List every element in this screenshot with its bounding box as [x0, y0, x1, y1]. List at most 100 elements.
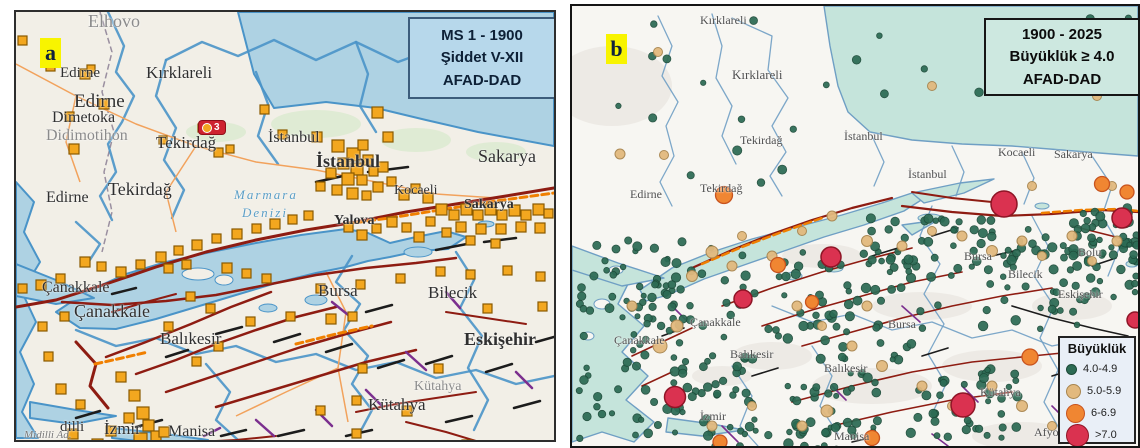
- quake-dot-m4: [669, 366, 680, 377]
- city-label: Didimotihon: [46, 127, 128, 144]
- legend-label: 4.0-4.9: [1083, 363, 1118, 375]
- quake-dot-m4: [735, 442, 744, 446]
- historical-quake-square: [123, 412, 135, 424]
- historical-quake-square: [361, 190, 372, 201]
- quake-dot-m4: [732, 361, 743, 372]
- quake-dot-m4: [1000, 273, 1007, 280]
- quake-dot-m4: [1077, 248, 1086, 257]
- historical-quake-square: [221, 262, 233, 274]
- city-label: Bursa: [318, 281, 358, 300]
- quake-dot-m6: [1021, 348, 1039, 366]
- legend-title: Büyüklük: [1067, 341, 1127, 356]
- quake-dot-m6: [769, 256, 787, 274]
- quake-dot-m4: [742, 354, 750, 361]
- quake-dot-m4: [885, 255, 896, 265]
- fault-line: [214, 325, 244, 336]
- fault-line: [254, 418, 276, 438]
- fault-line: [751, 367, 779, 377]
- quake-dot-m4: [906, 338, 917, 349]
- sea-shape: [911, 178, 995, 204]
- quake-dot-m4: [764, 430, 773, 440]
- quake-dot-m4: [632, 241, 643, 252]
- quake-dot-m4: [726, 423, 734, 431]
- quake-dot-m4: [592, 240, 602, 250]
- historical-quake-square: [191, 356, 202, 367]
- quake-dot-m4: [686, 171, 695, 180]
- quake-dot-m4: [579, 331, 588, 341]
- historical-quake-square: [158, 426, 170, 438]
- river-or-boundary: [731, 17, 789, 197]
- quake-dot-m4: [1096, 277, 1104, 285]
- quake-dot-m4: [686, 302, 694, 310]
- title-a-line1: MS 1 - 1900: [441, 26, 523, 44]
- map-svg-b: [572, 6, 1138, 446]
- quake-dot-m4: [928, 408, 938, 419]
- city-label: Edirne: [46, 189, 89, 206]
- city-label: Çanakkale: [74, 301, 150, 321]
- motorway-number: 3: [214, 122, 220, 133]
- quake-dot-m4: [656, 321, 666, 331]
- quake-dot-m4: [678, 368, 688, 378]
- quake-dot-m4: [939, 216, 950, 227]
- quake-dot-m4: [604, 303, 615, 314]
- fault-line: [641, 371, 673, 387]
- city-label: Bilecik: [1008, 267, 1043, 281]
- legend-swatch-icon: [1066, 383, 1081, 399]
- sea-shape: [901, 219, 939, 236]
- quake-dot-m4: [619, 314, 626, 321]
- fault-line: [791, 349, 1093, 403]
- quake-dot-m4: [1080, 223, 1091, 234]
- quake-dot-m4: [1079, 209, 1087, 218]
- quake-dot-m4: [923, 236, 934, 247]
- historical-quake-square: [315, 283, 326, 294]
- legend-swatch-icon: [1066, 363, 1077, 375]
- quake-dot-m4: [1012, 391, 1023, 402]
- quake-dot-m5: [846, 340, 858, 352]
- quake-dot-m4: [961, 424, 971, 435]
- historical-quake-square: [75, 399, 86, 410]
- quake-dot-m5: [797, 226, 807, 236]
- historical-quake-square: [67, 428, 79, 440]
- quake-dot-m4: [878, 257, 885, 265]
- quake-dot-m4: [824, 389, 833, 398]
- quake-dot-m4: [670, 272, 682, 283]
- quake-dot-m5: [956, 230, 968, 242]
- historical-quake-square: [386, 216, 398, 228]
- quake-dot-m4: [1090, 287, 1101, 298]
- quake-dot-m4: [889, 356, 896, 363]
- historical-quake-square: [277, 129, 288, 140]
- quake-dot-m4: [585, 306, 595, 315]
- quake-dot-m4: [783, 438, 794, 446]
- quake-dot-m4: [632, 431, 639, 439]
- quake-dot-m4: [930, 253, 939, 262]
- city-label: Tekirdağ: [156, 133, 217, 152]
- city-label: Kırklareli: [700, 13, 747, 27]
- historical-quake-square: [213, 341, 224, 352]
- quake-dot-m5: [1037, 251, 1047, 261]
- lake: [304, 294, 328, 306]
- quake-dot-m4: [700, 79, 707, 86]
- magnitude-legend: Büyüklük 4.0-4.9 5.0-5.9 6-6.9 >7.0: [1058, 336, 1136, 446]
- motorway-icon: [202, 122, 212, 133]
- historical-quake-square: [356, 174, 368, 186]
- quake-dot-m4: [636, 340, 644, 348]
- historical-quake-square: [482, 303, 493, 314]
- river-or-boundary: [1021, 151, 1035, 205]
- historical-quake-square: [377, 161, 389, 173]
- historical-quake-square: [251, 223, 262, 234]
- quake-dot-m4: [751, 416, 758, 423]
- quake-dot-m4: [798, 320, 809, 332]
- fault-line: [831, 391, 1013, 427]
- road-line: [325, 271, 349, 423]
- historical-quake-square: [91, 438, 104, 440]
- historical-quake-square: [472, 209, 484, 221]
- quake-dot-m5: [705, 245, 719, 259]
- sea-shape: [29, 401, 117, 425]
- fault-line: [364, 388, 384, 408]
- quake-dot-m5: [1016, 400, 1028, 412]
- city-label: Kırklareli: [146, 63, 213, 82]
- quake-dot-m4: [720, 333, 728, 341]
- quake-dot-m4: [1059, 278, 1069, 288]
- historical-quake-square: [133, 432, 148, 440]
- quake-dot-m4: [1131, 288, 1138, 296]
